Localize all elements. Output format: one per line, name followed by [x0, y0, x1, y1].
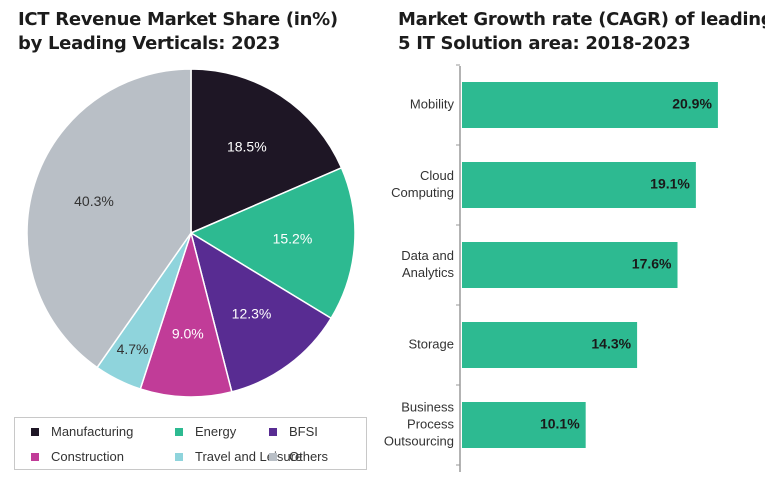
legend-label: Others [289, 449, 329, 464]
legend-item-manufacturing: Manufacturing [31, 424, 133, 439]
legend-label: Manufacturing [51, 424, 134, 439]
legend-item-others: Others [269, 449, 328, 464]
bar-value-label: 10.1% [540, 416, 580, 432]
legend-swatch [31, 452, 39, 461]
bar-value-label: 20.9% [672, 96, 712, 112]
legend-swatch [175, 452, 183, 461]
bar-business-process-outsourcing [462, 402, 586, 448]
legend-label: BFSI [289, 424, 318, 439]
bar-value-label: 19.1% [650, 176, 690, 192]
category-label-mobility: Mobility [410, 96, 455, 111]
pie-label-others: 40.3% [74, 193, 114, 209]
pie-label-energy: 15.2% [273, 231, 313, 247]
bar-chart-title: Market Growth rate (CAGR) of leading 5 I… [398, 8, 765, 56]
legend-swatch [269, 452, 277, 461]
legend-item-bfsi: BFSI [269, 424, 318, 439]
pie-chart-title-line-1: ICT Revenue Market Share (in%) [18, 9, 338, 30]
legend-swatch [31, 427, 39, 436]
legend-item-construction: Construction [31, 449, 124, 464]
bar-data-and-analytics [462, 242, 678, 288]
legend-label: Energy [195, 424, 237, 439]
pie-label-travel-and-leisure: 4.7% [117, 341, 149, 357]
legend-swatch [269, 427, 277, 436]
pie-chart-title-line-2: by Leading Verticals: 2023 [18, 33, 280, 54]
pie-label-bfsi: 12.3% [232, 305, 272, 321]
legend-item-energy: Energy [175, 424, 236, 439]
pie-slice-construction [139, 230, 233, 398]
bar-chart: 20.9% Mobility 19.1% Cloud Computing 17.6% Dat… [384, 64, 718, 472]
bar-value-label: 17.6% [632, 256, 672, 272]
legend-label: Construction [51, 449, 124, 464]
pie-slice-others [26, 68, 192, 369]
category-label-business-process-outsourcing: Business Process Outsourcing [384, 399, 455, 448]
pie-chart: 18.5% 15.2% 12.3% 9.0% 4.7% 40.3% [26, 68, 356, 398]
pie-label-manufacturing: 18.5% [227, 139, 267, 155]
bar-storage [462, 322, 638, 368]
pie-slice-bfsi [189, 231, 333, 393]
pie-slice-manufacturing [190, 68, 343, 235]
pie-slice-energy [189, 166, 356, 320]
category-label-data-and-analytics: Data and Analytics [401, 248, 454, 280]
category-label-cloud-computing: Cloud Computing [391, 168, 454, 200]
bar-value-label: 14.3% [591, 336, 631, 352]
bar-chart-title-line-1: Market Growth rate (CAGR) of leading [398, 9, 765, 30]
pie-label-construction: 9.0% [172, 325, 204, 341]
bar-cloud-computing [462, 162, 696, 208]
bar-mobility [462, 82, 718, 128]
legend-swatch [175, 427, 183, 436]
pie-chart-title: ICT Revenue Market Share (in%) by Leadin… [18, 8, 338, 56]
bar-chart-title-line-2: 5 IT Solution area: 2018-2023 [398, 33, 691, 54]
pie-legend: Manufacturing Energy BFSI Construction Trave… [14, 417, 367, 470]
category-label-storage: Storage [408, 336, 454, 351]
